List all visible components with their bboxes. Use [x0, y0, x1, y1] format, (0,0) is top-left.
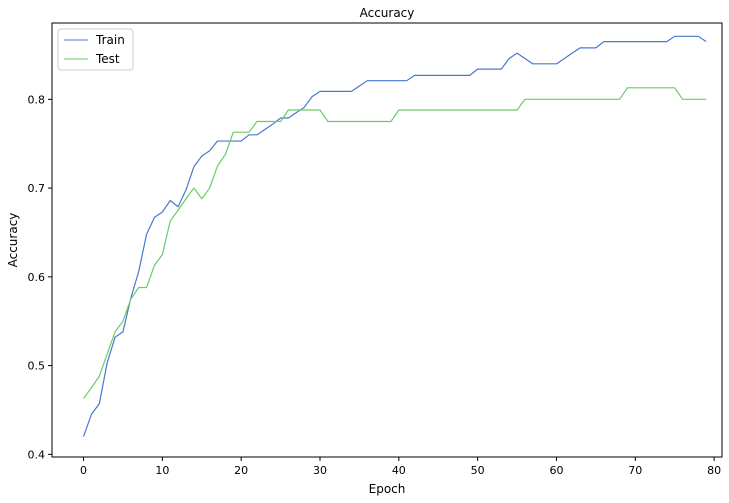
legend-label-train: Train: [95, 33, 125, 47]
plot-frame: [51, 22, 723, 458]
x-tick-label: 10: [155, 464, 169, 477]
y-axis-ticks: 0.4 0.5 0.6 0.7 0.8: [28, 93, 52, 461]
x-tick-label: 40: [392, 464, 406, 477]
series-line-train: [82, 35, 707, 437]
x-axis-ticks: 0 10 20 30 40 50 60 70 80: [80, 457, 721, 477]
chart-title: Accuracy: [360, 6, 415, 20]
x-tick-label: 50: [471, 464, 485, 477]
x-tick-label: 30: [313, 464, 327, 477]
x-tick-label: 20: [234, 464, 248, 477]
x-tick-label: 70: [628, 464, 642, 477]
y-tick-label: 0.5: [28, 360, 46, 373]
legend: Train Test: [57, 28, 134, 71]
y-tick-label: 0.8: [28, 93, 46, 106]
x-tick-label: 80: [707, 464, 721, 477]
series-layer: [82, 35, 707, 437]
x-axis-label: Epoch: [369, 482, 406, 496]
y-axis-label: Accuracy: [6, 213, 20, 268]
plot-area: [52, 23, 722, 457]
series-line-test: [83, 87, 707, 399]
legend-box: [57, 28, 134, 71]
x-tick-label: 60: [549, 464, 563, 477]
legend-label-test: Test: [95, 52, 120, 66]
y-tick-label: 0.7: [28, 182, 46, 195]
y-tick-label: 0.6: [28, 271, 46, 284]
y-tick-label: 0.4: [28, 448, 46, 461]
x-tick-label: 0: [80, 464, 87, 477]
